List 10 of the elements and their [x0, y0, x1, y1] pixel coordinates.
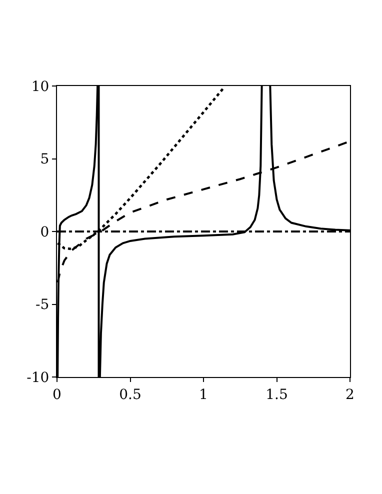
- y-tick-label: -5: [36, 297, 50, 314]
- y-tick-label: -10: [26, 370, 50, 386]
- x-tick-label: 2: [346, 386, 354, 403]
- x-tick-label: 0: [52, 386, 62, 403]
- x-tick-label: 0.5: [119, 386, 142, 403]
- y-tick-label: 10: [31, 78, 50, 95]
- y-tick-label: 5: [40, 152, 50, 168]
- x-tick-label: 1.5: [266, 386, 288, 403]
- x-tick-label: 1: [199, 386, 208, 403]
- y-tick-label: 0: [40, 224, 50, 240]
